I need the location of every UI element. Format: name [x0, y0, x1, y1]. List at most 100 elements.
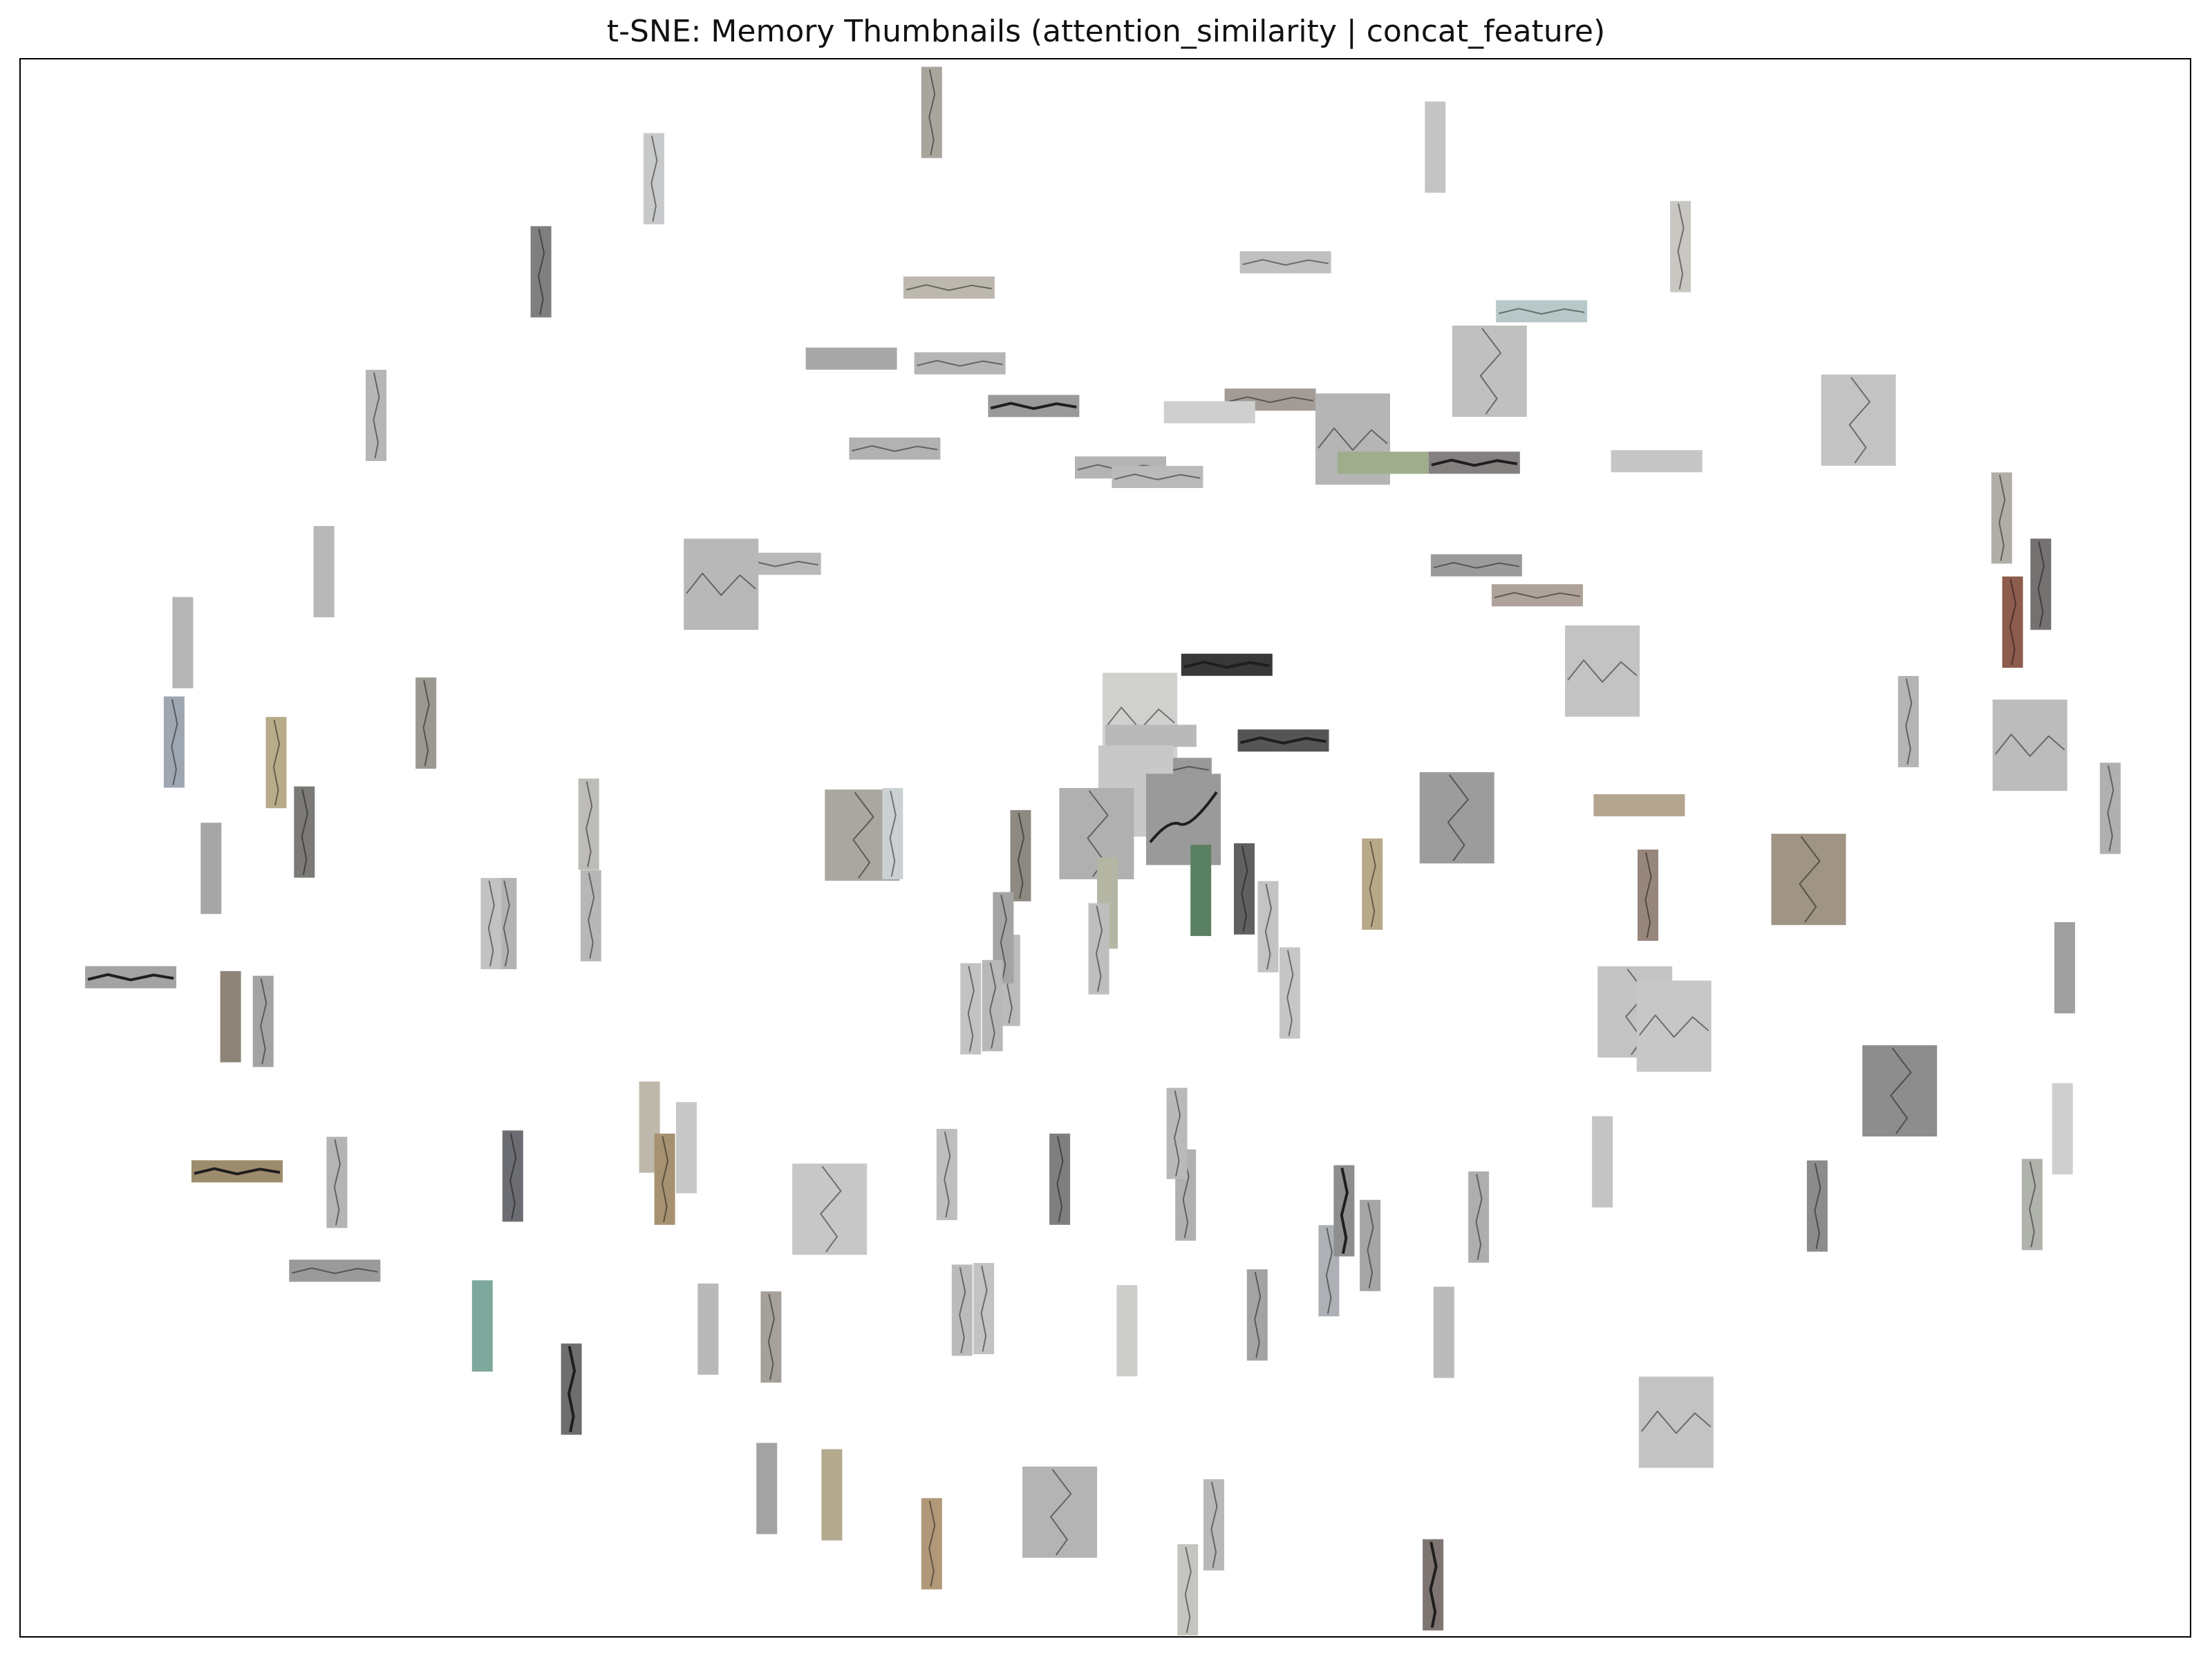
crack-line	[2037, 541, 2045, 628]
thumbnail-image	[1771, 834, 1846, 926]
thumbnail-point	[1022, 1466, 1098, 1558]
crack-line	[852, 445, 938, 452]
crack-line	[2029, 1161, 2036, 1248]
thumbnail-point	[1190, 845, 1212, 937]
thumbnail-point	[502, 1130, 523, 1222]
thumbnail-point	[1116, 1285, 1138, 1377]
thumbnail-image	[1239, 251, 1331, 274]
crack-line	[1318, 427, 1388, 451]
crack-line	[1479, 328, 1501, 415]
crack-line	[1095, 906, 1103, 992]
thumbnail-point	[1239, 251, 1331, 274]
thumbnail-layer	[85, 66, 2121, 1635]
thumbnail-point	[200, 823, 222, 915]
thumbnail-image	[792, 1163, 868, 1255]
thumbnail-point	[1360, 1199, 1381, 1291]
crack-line	[2107, 765, 2115, 852]
crack-line	[1998, 475, 2006, 561]
thumbnail-image	[1430, 554, 1522, 577]
crack-line	[1286, 950, 1294, 1036]
crack-line	[1799, 836, 1821, 923]
thumbnail-image	[2052, 1082, 2073, 1174]
thumbnail-point	[1059, 788, 1134, 879]
crack-line	[928, 1501, 936, 1587]
thumbnail-point	[220, 971, 241, 1062]
thumbnail-point	[951, 1264, 973, 1356]
crack-line	[1000, 894, 1007, 981]
crack-line	[1264, 883, 1272, 970]
thumbnail-point	[684, 538, 759, 630]
thumbnail-image	[172, 597, 194, 688]
thumbnail-point	[2099, 762, 2121, 854]
thumbnail-image	[1112, 466, 1203, 488]
crack-line	[767, 1294, 775, 1380]
crack-line	[272, 720, 281, 806]
crack-line	[1325, 1228, 1333, 1314]
thumbnail-point	[805, 347, 897, 370]
crack-line	[373, 372, 380, 459]
crack-line	[1567, 659, 1638, 683]
thumbnail-point	[1452, 326, 1527, 417]
crack-line	[1210, 1481, 1218, 1568]
thumbnail-image	[805, 347, 897, 370]
thumbnail-image	[471, 1280, 493, 1372]
thumbnail-point	[1423, 1539, 1444, 1631]
thumbnail-point	[760, 1291, 782, 1383]
thumbnail-point	[1234, 843, 1255, 935]
crack-line	[650, 135, 658, 222]
crack-line	[1227, 396, 1313, 403]
thumbnail-point	[1992, 700, 2068, 791]
thumbnail-point	[1592, 1116, 1613, 1208]
crack-line	[585, 781, 593, 868]
thumbnail-point	[821, 1449, 843, 1541]
thumbnail-image	[1565, 625, 1640, 717]
thumbnail-point	[1593, 794, 1685, 816]
crack-line	[1494, 592, 1581, 599]
thumbnail-image	[1190, 845, 1212, 937]
thumbnail-image	[313, 526, 335, 617]
thumbnail-point	[252, 975, 274, 1067]
thumbnail-point	[1433, 1286, 1454, 1378]
crack-line	[944, 1131, 951, 1218]
thumbnail-point	[313, 526, 335, 617]
crack-line	[980, 1265, 988, 1352]
thumbnail-point	[1203, 1479, 1224, 1571]
crack-line	[1149, 791, 1218, 843]
thumbnail-image	[676, 1102, 697, 1194]
thumbnail-image	[1638, 1376, 1714, 1468]
thumbnail-point	[1279, 947, 1300, 1039]
thumbnail-point	[921, 1498, 942, 1590]
thumbnail-point	[756, 1443, 778, 1535]
thumbnail-point	[561, 1343, 582, 1435]
thumbnail-point	[697, 1283, 719, 1375]
crack-line	[1638, 1014, 1709, 1038]
thumbnail-point	[1105, 724, 1197, 747]
thumbnail-image	[1491, 584, 1583, 607]
thumbnail-image	[684, 538, 759, 630]
thumbnail-image	[849, 437, 941, 460]
thumbnail-point	[1088, 903, 1109, 995]
crack-line	[1429, 1541, 1438, 1629]
thumbnail-image	[289, 1259, 381, 1282]
thumbnail-point	[982, 959, 1003, 1051]
thumbnail-point	[172, 597, 194, 688]
thumbnail-image	[200, 823, 222, 915]
crack-line	[1184, 1546, 1192, 1633]
thumbnail-point	[1496, 300, 1588, 323]
thumbnail-point	[366, 370, 386, 461]
thumbnail-point	[530, 226, 552, 318]
thumbnail-point	[1177, 1544, 1199, 1635]
thumbnail-image	[1496, 300, 1588, 323]
crack-line	[171, 699, 178, 785]
thumbnail-point	[1636, 980, 1712, 1072]
crack-line	[333, 1139, 341, 1226]
thumbnail-point	[1638, 1376, 1714, 1468]
thumbnail-image	[1636, 980, 1712, 1072]
thumbnail-point	[1362, 838, 1383, 930]
crack-line	[260, 978, 268, 1065]
thumbnail-point	[480, 878, 502, 970]
crack-line	[820, 1165, 842, 1253]
thumbnail-point	[85, 966, 177, 988]
crack-line	[1254, 1272, 1262, 1358]
crack-line	[959, 1267, 966, 1353]
